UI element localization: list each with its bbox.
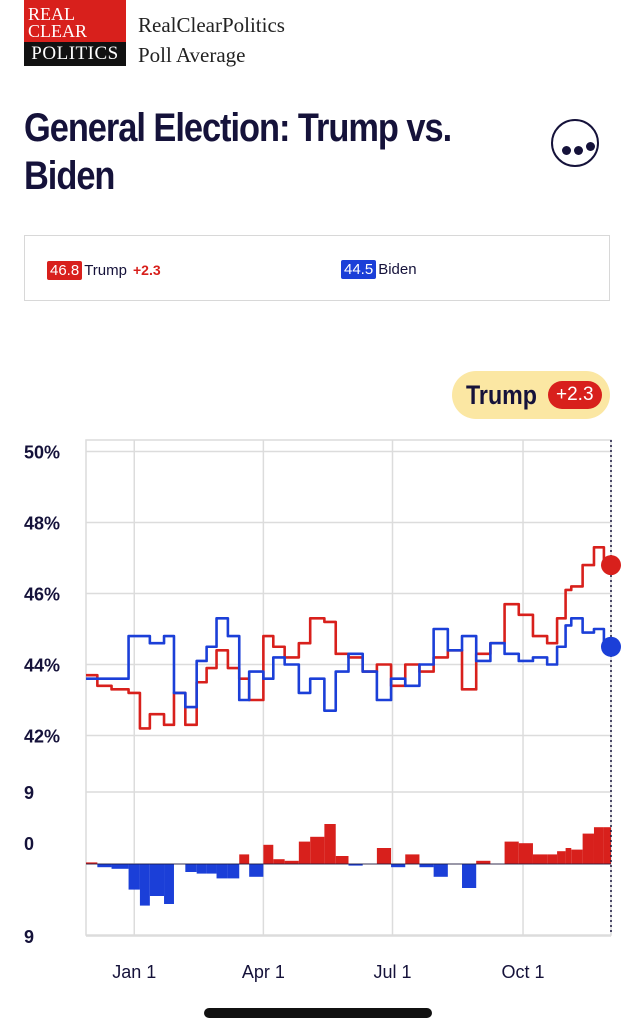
- brand-title: RealClearPolitics: [138, 13, 285, 37]
- y-tick-label: 50%: [24, 443, 60, 463]
- spread-bar: [206, 864, 217, 874]
- leader-badge: Trump +2.3: [452, 371, 610, 419]
- legend-biden[interactable]: 44.5 Biden: [341, 260, 417, 279]
- biden-end-marker: [601, 636, 621, 657]
- home-indicator[interactable]: [204, 1008, 432, 1018]
- spread-bar: [348, 864, 363, 866]
- spread-bar: [571, 849, 583, 864]
- x-tick-label: Jul 1: [373, 962, 411, 982]
- biden-name: Biden: [378, 261, 417, 278]
- spread-bar: [185, 864, 197, 872]
- spread-bar: [149, 864, 165, 896]
- x-tick-label: Oct 1: [502, 962, 545, 982]
- spread-bar: [518, 843, 533, 864]
- y-tick-label: 42%: [24, 727, 60, 747]
- x-tick-label: Jan 1: [112, 962, 156, 982]
- poll-average-chart[interactable]: Jan 1 Apr 1 Jul 1 Oct 1 50% 48% 46% 44% 42% 9 0 9: [0, 430, 630, 1000]
- spread-bar: [532, 854, 548, 864]
- spread-bar: [391, 864, 406, 868]
- x-tick-label: Apr 1: [242, 962, 285, 982]
- spread-bar: [376, 848, 392, 864]
- spread-bar: [462, 864, 477, 888]
- logo-line-real: REAL: [28, 4, 75, 24]
- rcp-logo[interactable]: REAL CLEAR POLITICS: [24, 0, 126, 66]
- spread-bar: [419, 864, 434, 868]
- spread-bar: [405, 854, 420, 864]
- spread-bar: [324, 824, 336, 864]
- spread-bar: [504, 841, 519, 864]
- spread-bar: [263, 844, 274, 864]
- spread-bar: [196, 864, 207, 874]
- spread-bar: [298, 841, 311, 864]
- spread-bar: [476, 860, 491, 864]
- trump-name: Trump: [84, 262, 127, 279]
- spread-bar: [111, 864, 129, 869]
- spread-bar: [97, 864, 112, 868]
- spread-axis-label: 9: [24, 927, 34, 947]
- more-dot-icon: [586, 142, 595, 151]
- page-title: General Election: Trump vs. Biden: [24, 106, 452, 198]
- legend-trump[interactable]: 46.8 Trump +2.3: [47, 261, 161, 280]
- spread-bar: [603, 827, 611, 864]
- spread-bar: [565, 848, 572, 864]
- logo-line-clear: CLEAR: [28, 21, 88, 41]
- y-tick-label: 44%: [24, 656, 60, 676]
- leader-spread: +2.3: [548, 381, 602, 409]
- logo-line-politics: POLITICS: [24, 42, 126, 66]
- trump-value: 46.8: [47, 261, 83, 280]
- plot-frame: [85, 439, 612, 936]
- brand-name: RealClearPolitics Poll Average: [138, 10, 358, 70]
- trump-spread: +2.3: [132, 262, 161, 278]
- spread-bar: [433, 864, 448, 877]
- spread-bar: [335, 856, 349, 864]
- spread-bar: [249, 864, 264, 877]
- biden-line: [86, 617, 613, 712]
- more-dot-icon: [574, 146, 583, 155]
- biden-value: 44.5: [341, 260, 377, 279]
- trump-end-marker: [601, 555, 621, 576]
- spread-bar: [86, 862, 98, 864]
- y-tick-label: 46%: [24, 585, 60, 605]
- spread-axis-label: 9: [24, 783, 34, 803]
- spread-bar: [216, 864, 228, 879]
- spread-bar: [547, 854, 558, 864]
- spread-bar: [582, 833, 594, 864]
- candidate-legend: 46.8 Trump +2.3 44.5 Biden: [24, 235, 610, 301]
- more-options-button[interactable]: [551, 119, 599, 167]
- spread-bar: [128, 864, 140, 890]
- leader-name: Trump: [466, 380, 537, 410]
- more-dot-icon: [562, 146, 571, 155]
- spread-bar: [139, 864, 150, 906]
- spread-axis-label: 0: [24, 834, 34, 854]
- spread-bar: [164, 864, 174, 904]
- brand-subtitle: Poll Average: [138, 43, 246, 67]
- spread-bar: [284, 860, 299, 864]
- y-tick-label: 48%: [24, 514, 60, 534]
- spread-bar: [227, 864, 240, 879]
- spread-bar: [557, 851, 566, 864]
- spread-bar: [593, 827, 604, 864]
- spread-bar: [239, 854, 250, 864]
- spread-bar: [310, 836, 325, 864]
- spread-bar: [273, 859, 285, 864]
